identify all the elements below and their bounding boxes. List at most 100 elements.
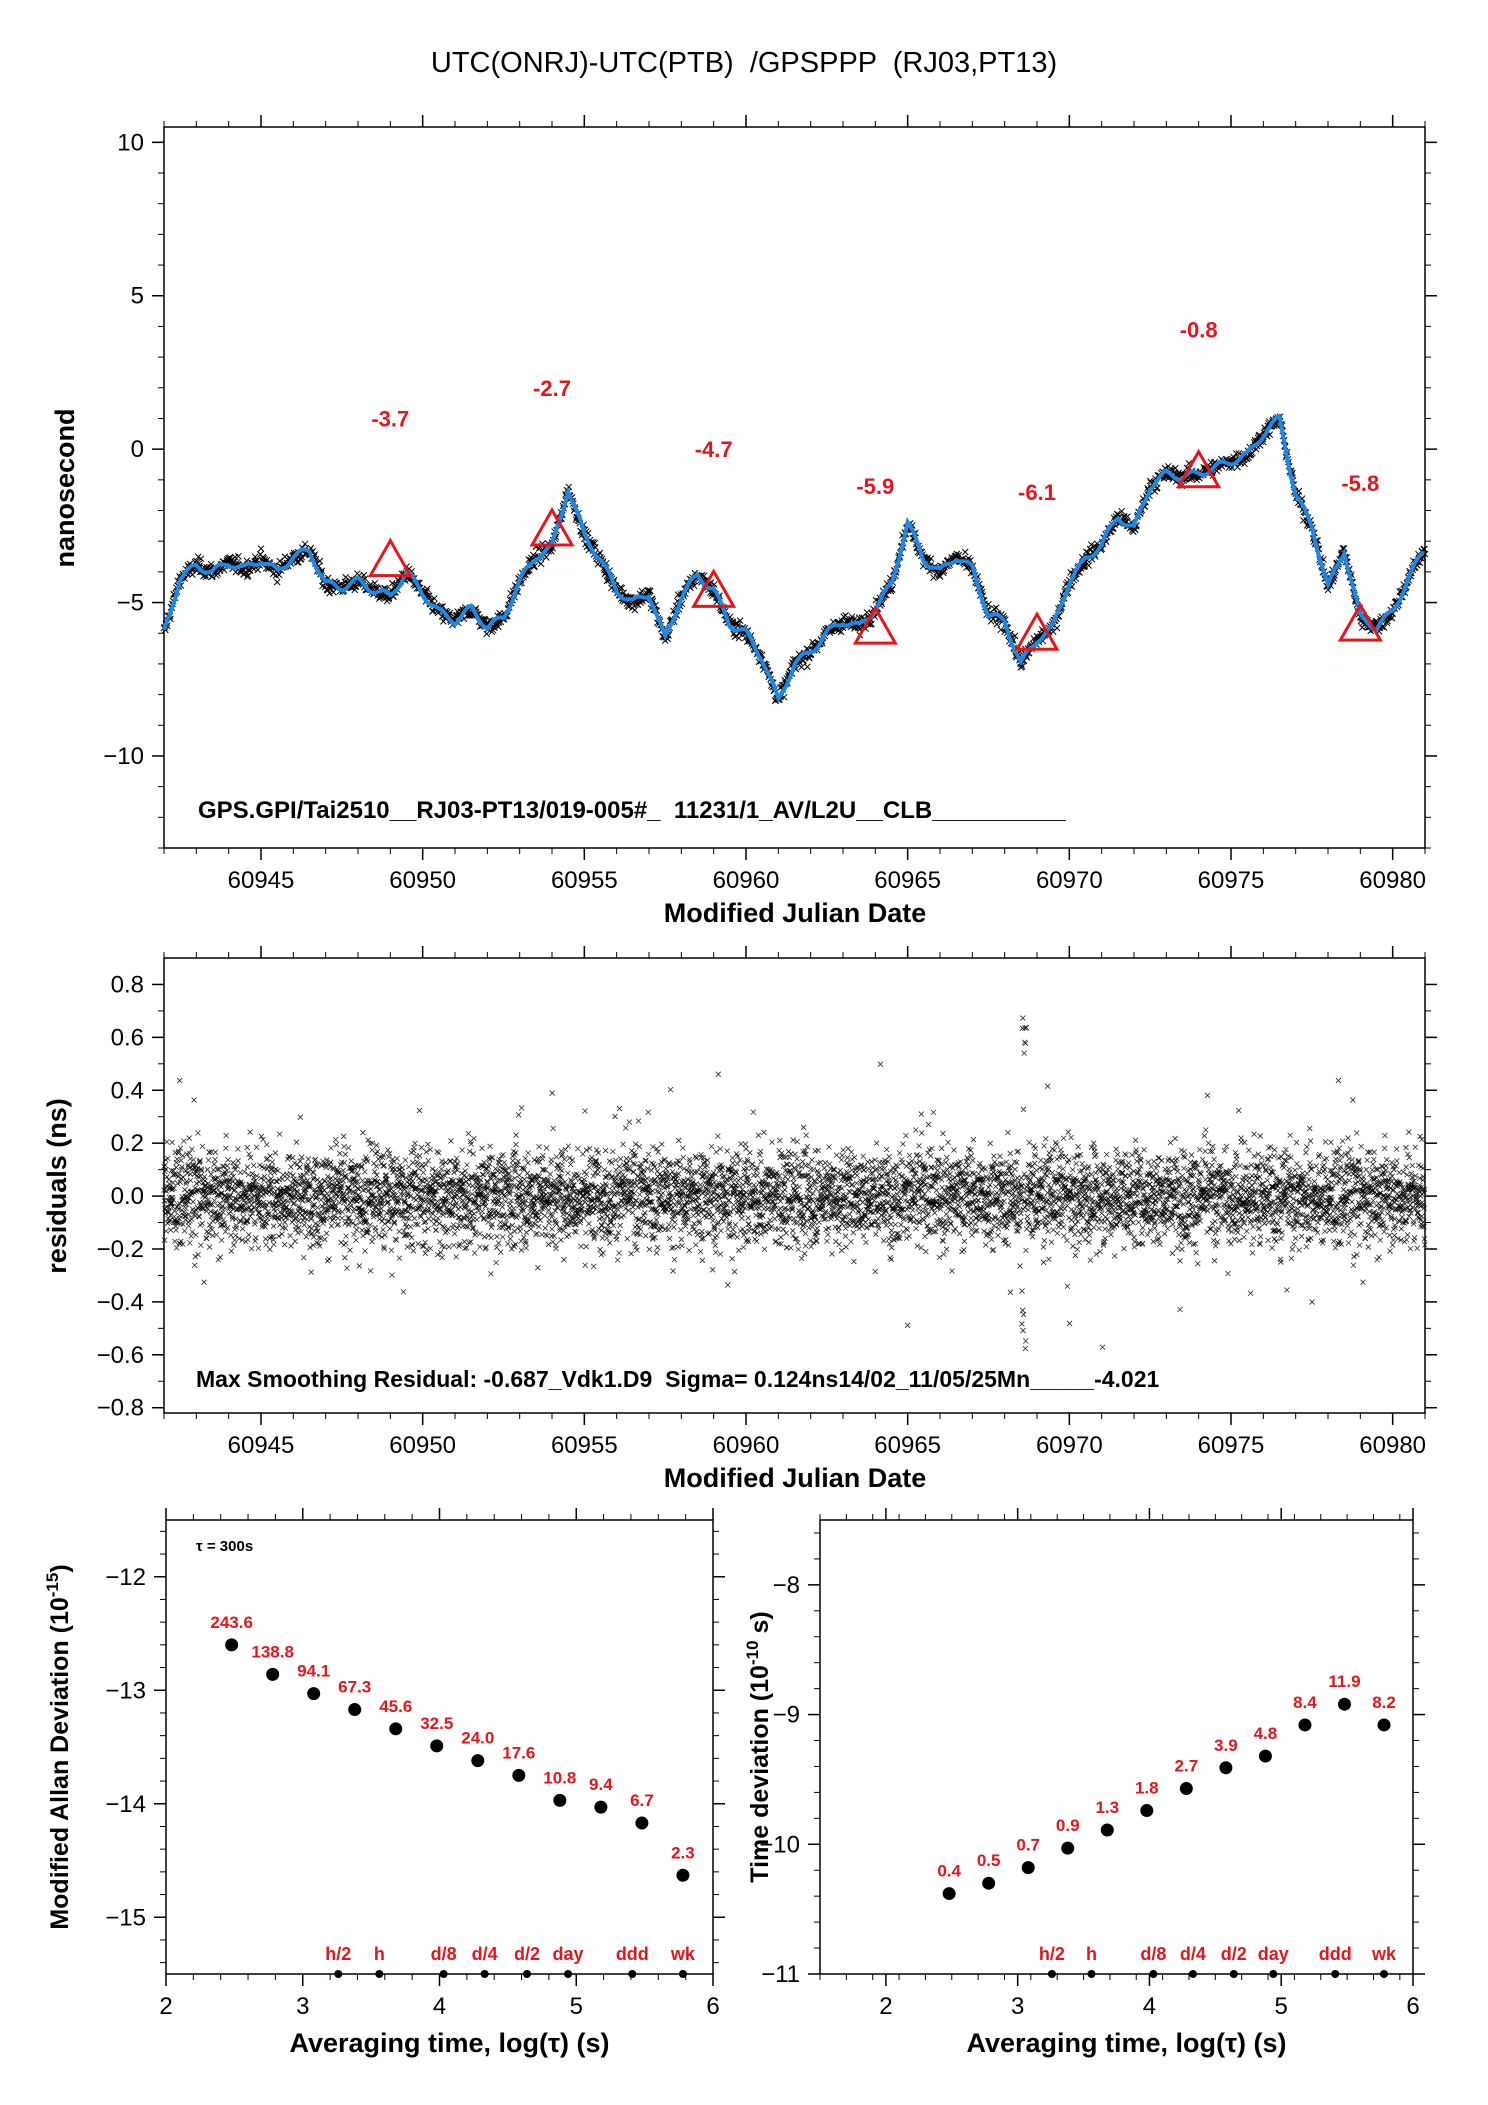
p2-residual-mark — [540, 1152, 546, 1159]
p2-residual-mark — [675, 1137, 682, 1144]
p1-marker-label: -0.8 — [1180, 317, 1218, 342]
p2-residual-mark — [617, 1156, 624, 1162]
p2-residual-mark — [522, 1155, 529, 1162]
p2-residual-mark — [362, 1168, 368, 1175]
p2-residual-mark — [416, 1153, 423, 1159]
p1-noise-mark — [298, 553, 306, 561]
p2-residual-mark — [255, 1245, 262, 1252]
p2-residual-mark — [264, 1141, 270, 1148]
p2-residual-mark — [525, 1150, 531, 1156]
p2-residual-mark — [177, 1145, 184, 1152]
p2-residual-mark — [575, 1172, 582, 1179]
p2-residual-mark — [549, 1226, 555, 1232]
p1-noise-mark — [235, 552, 242, 560]
p1-marker-label: -5.9 — [856, 474, 894, 499]
p2-residual-mark — [569, 1157, 576, 1163]
p2-residual-mark — [342, 1151, 349, 1158]
p2-residual-mark — [402, 1157, 409, 1163]
p2-residual-mark — [502, 1198, 509, 1205]
p2-residual-mark — [295, 1218, 302, 1225]
p2-residual-mark — [436, 1220, 443, 1227]
p2-residual-mark — [169, 1139, 175, 1146]
p2-residual-mark — [267, 1246, 273, 1253]
p2-residual-mark — [253, 1144, 260, 1151]
p2-residual-mark — [616, 1250, 622, 1256]
p2-residual-mark — [579, 1202, 585, 1209]
p2-residual-mark — [626, 1119, 633, 1125]
p2-residual-mark — [457, 1204, 464, 1210]
p2-residual-mark — [209, 1226, 215, 1233]
p2-residual-mark — [531, 1157, 538, 1163]
p2-residual-mark — [500, 1166, 507, 1173]
p2-residual-mark — [235, 1157, 241, 1164]
p2-residual-mark — [241, 1169, 248, 1175]
p1-noise-mark — [868, 620, 875, 628]
p2-residual-mark — [411, 1144, 417, 1151]
p2-residual-mark — [624, 1235, 631, 1242]
p2-residual-mark — [542, 1225, 548, 1231]
p2-residual-mark — [344, 1191, 350, 1197]
p2-residual-mark — [679, 1145, 686, 1151]
p2-residual-mark — [508, 1197, 514, 1204]
p2-residual-mark — [680, 1154, 687, 1161]
p2-residual-mark — [596, 1216, 603, 1222]
p2-residual-mark — [581, 1176, 588, 1183]
p2-residual-mark — [186, 1135, 193, 1141]
p2-residual-mark — [543, 1145, 550, 1151]
p2-residual-mark — [267, 1153, 273, 1159]
p2-residual-mark — [623, 1160, 630, 1167]
p2-residual-mark — [193, 1232, 199, 1238]
p2-residual-mark — [368, 1186, 374, 1192]
p2-residual-mark — [502, 1193, 508, 1200]
p2-residual-mark — [290, 1217, 297, 1223]
p1-noise-mark — [798, 663, 805, 671]
p2-residual-mark — [442, 1159, 449, 1166]
p1-noise-mark — [423, 585, 431, 593]
p2-residual-mark — [187, 1240, 193, 1246]
p1-marker-label: -5.8 — [1341, 471, 1379, 496]
p2-residual-mark — [499, 1204, 506, 1210]
p1-noise-mark — [430, 595, 438, 602]
p2-residual-mark — [314, 1204, 321, 1211]
p2-residual-mark — [185, 1222, 192, 1229]
p2-residual-mark — [613, 1236, 620, 1243]
p2-residual-mark — [376, 1232, 382, 1238]
p2-residual-mark — [213, 1231, 220, 1238]
p2-residual-mark — [272, 1150, 279, 1156]
p2-residual-points — [161, 1015, 1428, 1352]
p2-residual-mark — [630, 1169, 637, 1175]
p1-noise-mark — [273, 578, 281, 586]
p2-residual-mark — [250, 1162, 257, 1169]
p1-noise-mark — [537, 560, 545, 568]
p2-residual-mark — [374, 1148, 381, 1155]
p2-residual-mark — [669, 1245, 675, 1252]
p2-residual-mark — [199, 1220, 206, 1227]
p1-noise-mark — [993, 620, 1001, 628]
p2-residual-mark — [450, 1222, 457, 1228]
p2-residual-mark — [345, 1145, 352, 1151]
p2-residual-mark — [617, 1222, 624, 1229]
p2-residual-mark — [348, 1203, 354, 1209]
p2-residual-mark — [353, 1227, 360, 1233]
p2-residual-mark — [559, 1161, 565, 1168]
p2-residual-mark — [427, 1245, 434, 1252]
p2-xtick-label: 60970 — [1036, 1432, 1103, 1459]
p2-residual-mark — [499, 1234, 506, 1240]
p2-residual-mark — [173, 1245, 180, 1251]
p1-noise-mark — [953, 550, 961, 558]
p2-residual-mark — [344, 1265, 350, 1271]
p2-residual-mark — [407, 1223, 414, 1230]
p2-residual-mark — [224, 1163, 231, 1169]
p2-residual-mark — [551, 1177, 557, 1184]
p2-residual-mark — [610, 1148, 616, 1155]
p2-residual-mark — [323, 1230, 330, 1237]
p2-residual-mark — [473, 1216, 480, 1223]
p2-residual-mark — [297, 1114, 304, 1120]
p2-residual-mark — [525, 1160, 531, 1166]
p2-residual-mark — [604, 1173, 611, 1179]
p2-residual-mark — [195, 1251, 201, 1258]
p2-ytick-label: 0.8 — [111, 971, 144, 998]
p2-residual-mark — [173, 1164, 180, 1171]
p2-residual-mark — [191, 1262, 198, 1269]
p2-residual-mark — [252, 1218, 258, 1225]
